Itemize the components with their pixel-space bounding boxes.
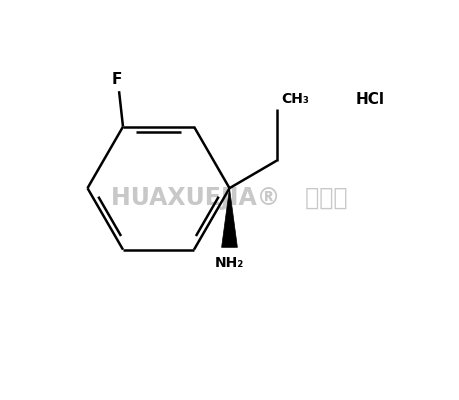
Polygon shape [222,188,237,247]
Text: HUAXUEJIA®   化学加: HUAXUEJIA® 化学加 [111,186,348,210]
Text: HCl: HCl [356,92,385,107]
Text: CH₃: CH₃ [281,92,308,106]
Text: NH₂: NH₂ [215,256,244,270]
Text: F: F [112,72,122,87]
